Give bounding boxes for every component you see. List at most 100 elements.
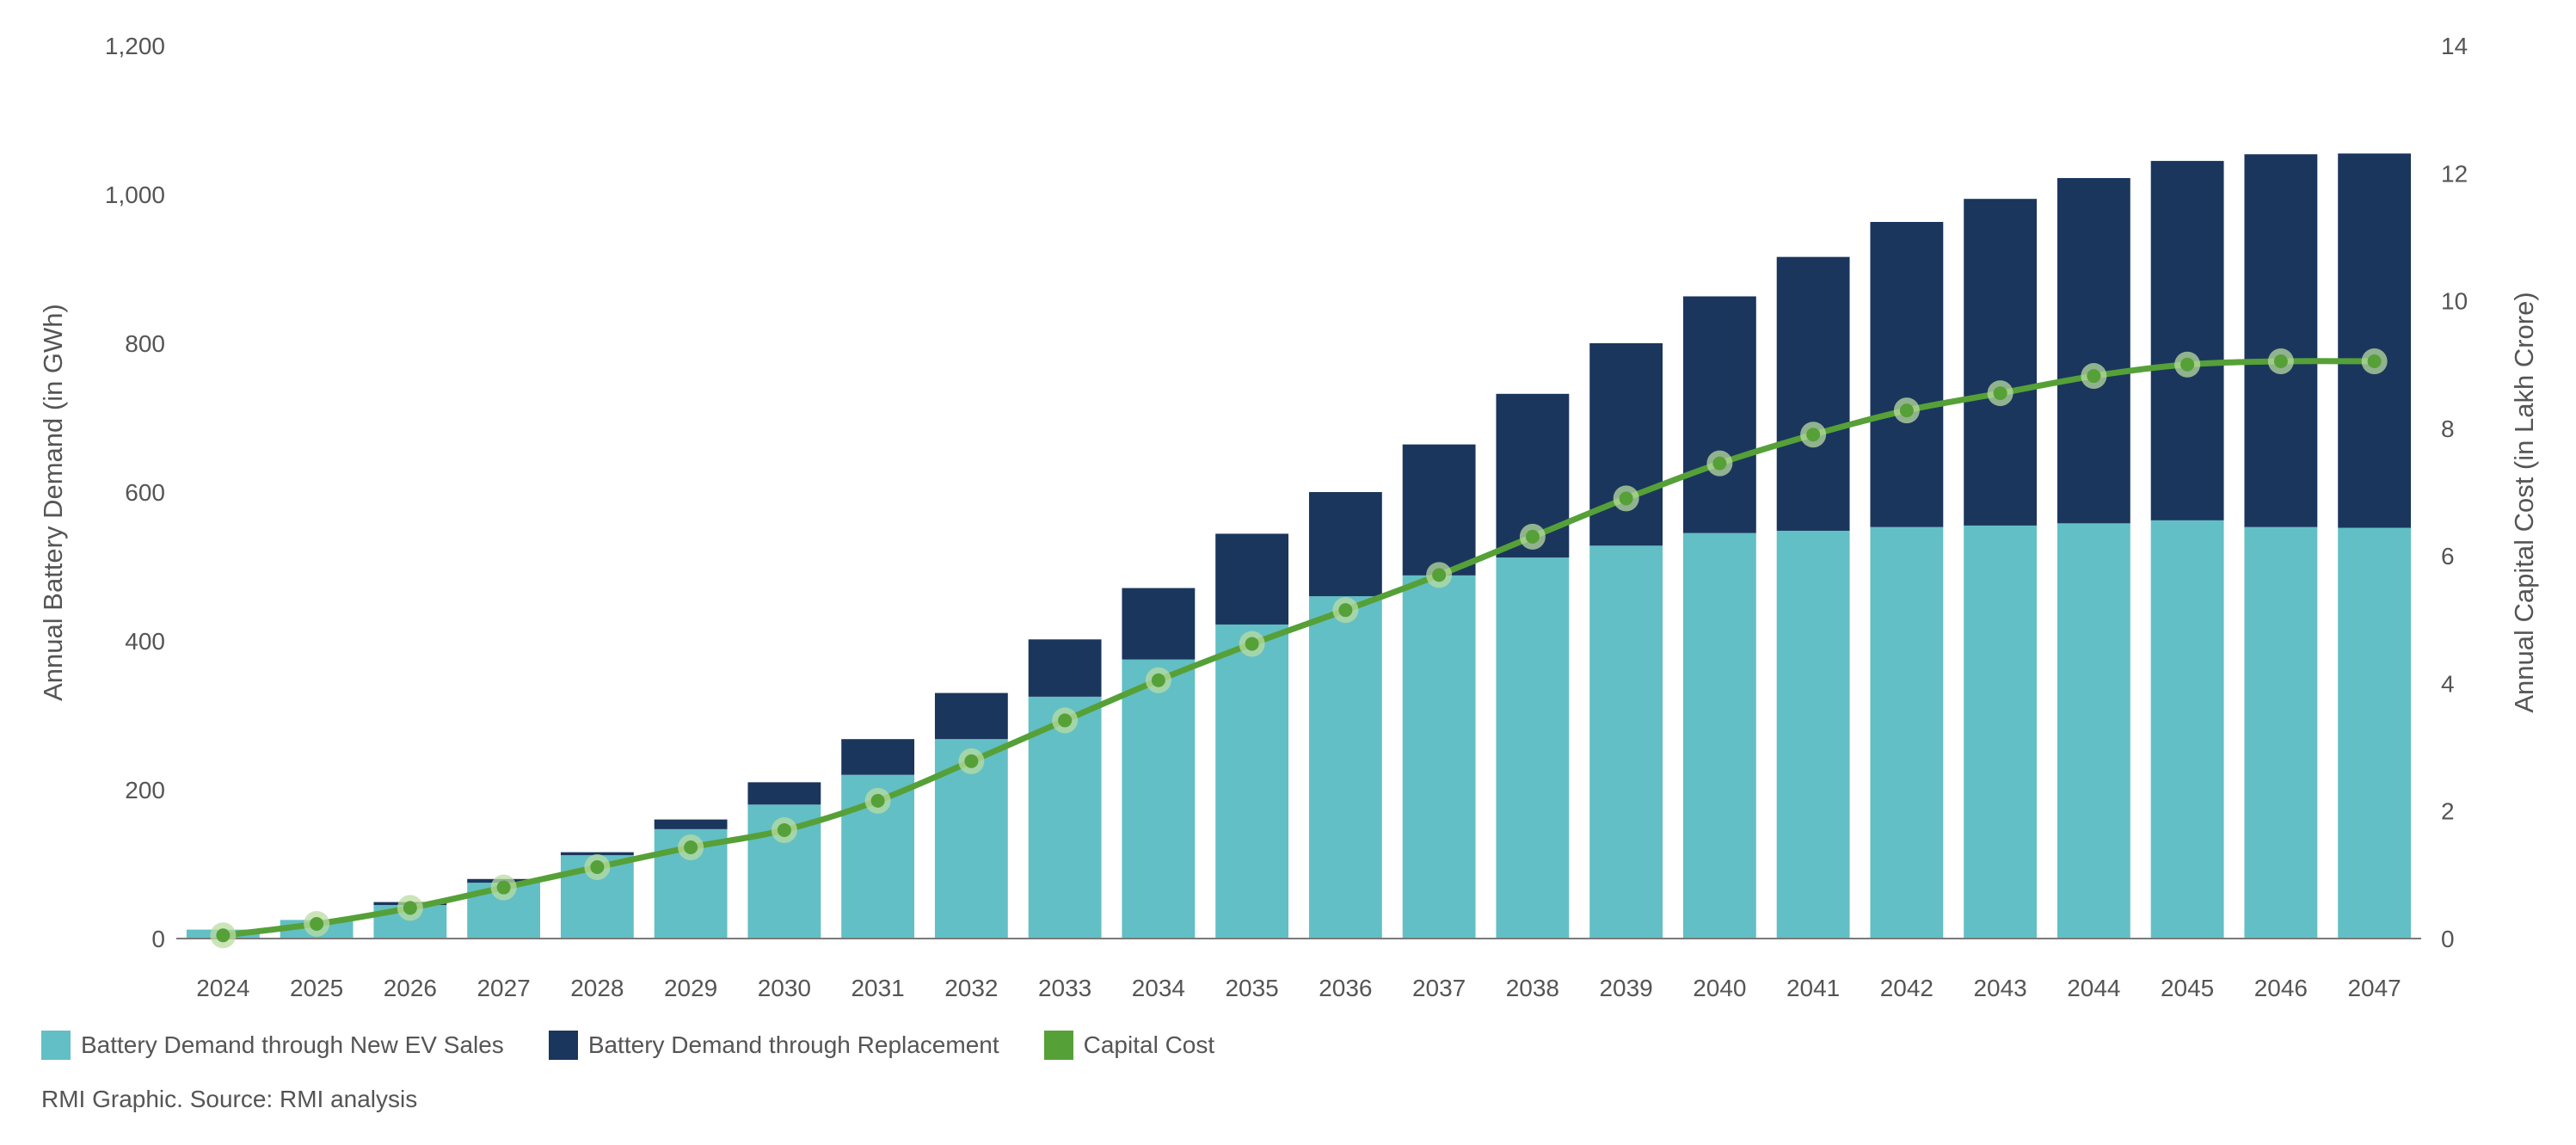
right-axis-tick-label: 12 (2441, 160, 2468, 187)
bar-new-ev-sales (1308, 596, 1382, 939)
x-axis-tick-label: 2038 (1506, 975, 1559, 1001)
capital-cost-point (870, 793, 885, 808)
right-axis-title: Annual Capital Cost (in Lakh Crore) (2509, 292, 2539, 712)
left-axis-tick-label: 0 (151, 926, 165, 952)
legend-label: Battery Demand through New EV Sales (81, 1031, 504, 1058)
capital-cost-point (777, 822, 791, 837)
bar-replacement (1964, 199, 2038, 526)
bar-replacement (1308, 492, 1382, 597)
bar-replacement (2244, 154, 2318, 527)
capital-cost-point (310, 916, 324, 931)
right-axis-ticks: 0 2 4 6 8 10 12 14 (2441, 33, 2468, 952)
bar-new-ev-sales (1215, 624, 1289, 939)
x-axis-tick-label: 2026 (384, 975, 437, 1001)
x-axis-tick-label: 2027 (476, 975, 530, 1001)
bar-replacement (934, 693, 1008, 740)
legend-label: Capital Cost (1083, 1031, 1215, 1058)
bar-new-ev-sales (1870, 526, 1944, 939)
x-axis-tick-label: 2032 (944, 975, 998, 1001)
bar-new-ev-sales (2150, 520, 2224, 939)
right-axis-tick-label: 2 (2441, 798, 2455, 825)
bar-new-ev-sales (1496, 557, 1570, 939)
x-axis-tick-label: 2041 (1786, 975, 1840, 1001)
capital-cost-point (1619, 491, 1633, 506)
x-axis-tick-label: 2033 (1038, 975, 1091, 1001)
left-axis-tick-label: 800 (125, 330, 165, 357)
capital-cost-point (964, 754, 979, 768)
capital-cost-point (1338, 603, 1353, 618)
left-axis-tick-label: 400 (125, 628, 165, 655)
bar-replacement (654, 819, 728, 829)
bar-replacement (1122, 588, 1196, 660)
capital-cost-point (684, 840, 698, 854)
left-axis-tick-label: 1,200 (105, 33, 165, 59)
x-axis-tick-label: 2043 (1973, 975, 2026, 1001)
bar-replacement (1682, 296, 1756, 533)
left-axis-tick-label: 200 (125, 777, 165, 803)
capital-cost-point (1993, 386, 2007, 401)
legend-item-new-ev-sales: Battery Demand through New EV Sales (41, 1031, 504, 1060)
legend-label: Battery Demand through Replacement (587, 1031, 999, 1058)
bar-replacement (2056, 177, 2130, 524)
x-axis-ticks: 2024 2025 2026 2027 2028 2029 2030 2031 2032 2033… (196, 975, 2401, 1001)
right-axis-tick-label: 10 (2441, 288, 2468, 315)
capital-cost-line (210, 348, 2388, 949)
capital-cost-point (496, 880, 511, 895)
x-axis-tick-label: 2030 (758, 975, 811, 1001)
bar-replacement (1776, 256, 1850, 531)
capital-cost-point (590, 859, 605, 874)
right-axis-tick-label: 8 (2441, 416, 2455, 442)
bar-new-ev-sales (1682, 532, 1756, 939)
x-axis-tick-label: 2040 (1693, 975, 1746, 1001)
x-axis-tick-label: 2042 (1880, 975, 1934, 1001)
bar-new-ev-sales (1402, 575, 1476, 939)
x-axis-tick-label: 2035 (1225, 975, 1278, 1001)
bar-replacement (560, 852, 634, 856)
bar-new-ev-sales (1028, 696, 1102, 939)
legend-swatch (41, 1031, 71, 1060)
bar-new-ev-sales (2056, 523, 2130, 939)
bar-replacement (2338, 153, 2412, 528)
bar-new-ev-sales (2244, 526, 2318, 939)
x-axis-tick-label: 2025 (290, 975, 343, 1001)
source-note: RMI Graphic. Source: RMI analysis (41, 1086, 418, 1112)
right-axis-tick-label: 0 (2441, 926, 2455, 952)
bar-replacement (1215, 533, 1289, 625)
bar-replacement (1870, 222, 1944, 527)
bar-series (186, 153, 2412, 939)
capital-cost-point (403, 901, 417, 915)
legend-item-capital-cost: Capital Cost (1043, 1031, 1215, 1060)
bar-new-ev-sales (2338, 527, 2412, 939)
right-axis-tick-label: 4 (2441, 670, 2455, 697)
x-axis-tick-label: 2034 (1132, 975, 1185, 1001)
bar-replacement (1402, 444, 1476, 576)
left-axis-tick-label: 600 (125, 479, 165, 506)
x-axis-tick-label: 2036 (1319, 975, 1372, 1001)
legend-item-replacement: Battery Demand through Replacement (548, 1031, 999, 1060)
capital-cost-point (1058, 713, 1073, 728)
capital-cost-point (1525, 529, 1540, 544)
legend-swatch (1043, 1031, 1073, 1060)
bar-replacement (2150, 161, 2224, 520)
left-axis-tick-label: 1,000 (105, 182, 165, 208)
bar-new-ev-sales (1122, 659, 1196, 939)
right-axis-tick-label: 6 (2441, 543, 2455, 569)
x-axis-tick-label: 2045 (2161, 975, 2214, 1001)
x-axis-tick-label: 2028 (570, 975, 624, 1001)
legend: Battery Demand through New EV Sales Batt… (41, 1025, 1259, 1065)
x-axis-tick-label: 2039 (1599, 975, 1652, 1001)
capital-cost-point (1899, 403, 1914, 418)
capital-cost-point (1806, 428, 1821, 442)
capital-cost-point (2180, 357, 2195, 372)
bar-replacement (1028, 639, 1102, 697)
capital-cost-point (2087, 369, 2101, 384)
capital-cost-line-path (219, 358, 2378, 939)
capital-cost-point (1245, 637, 1259, 651)
capital-cost-point (1712, 456, 1727, 471)
bar-replacement (841, 739, 915, 775)
left-axis-ticks: 0 200 400 600 800 1,000 1,200 (105, 33, 165, 952)
capital-cost-point (1432, 568, 1447, 582)
legend-swatch (548, 1031, 578, 1060)
bar-replacement (747, 782, 821, 805)
